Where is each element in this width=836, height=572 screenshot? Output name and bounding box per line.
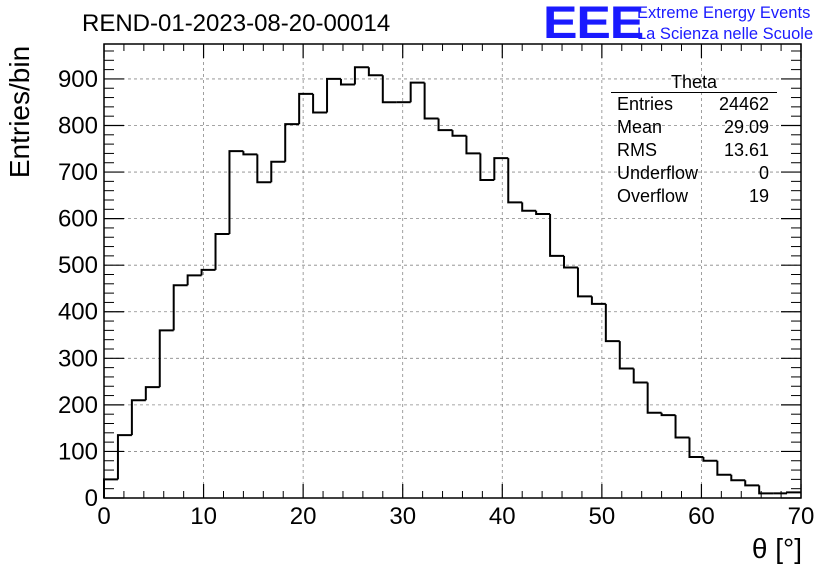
axis-ticks [103, 44, 802, 499]
histogram-bin [312, 93, 328, 114]
y-axis-label: Entries/bin [4, 45, 35, 179]
plot-frame [103, 43, 802, 499]
histogram-series [103, 66, 801, 498]
histogram-bin [702, 457, 718, 462]
histogram-bin [228, 150, 244, 234]
histogram-bin [144, 386, 160, 401]
histogram-bin [632, 368, 648, 384]
stats-row-entries: Entries 24462 [611, 93, 777, 116]
histogram-bin [339, 78, 355, 86]
x-tick-label: 40 [489, 503, 516, 530]
stats-row-underflow: Underflow 0 [611, 162, 777, 185]
stats-label: Entries [617, 94, 674, 114]
chart-title: REND-01-2023-08-20-00014 [82, 10, 391, 37]
histogram-bin [437, 118, 453, 132]
histogram-bin [284, 123, 300, 162]
stats-label: RMS [617, 140, 657, 160]
x-tick-label: 70 [788, 503, 815, 530]
histogram-bin [590, 296, 606, 305]
histogram-bin [716, 460, 732, 476]
histogram-bin [186, 274, 202, 286]
x-axis-label: θ [°] [751, 533, 802, 564]
histogram-bin [451, 130, 467, 137]
stats-value: 24462 [718, 94, 769, 114]
stats-row-mean: Mean 29.09 [611, 116, 777, 139]
histogram-bin [256, 154, 272, 184]
histogram-bin [381, 75, 397, 104]
histogram-bin [172, 284, 188, 331]
x-tick-label: 10 [190, 503, 217, 530]
histogram-bin [576, 267, 592, 298]
histogram-bin [423, 82, 439, 120]
histogram-bin [604, 303, 620, 343]
histogram-bin [744, 480, 760, 487]
stats-label: Overflow [617, 186, 689, 206]
histogram-bin [298, 92, 314, 125]
stats-row-rms: RMS 13.61 [611, 139, 777, 162]
histogram-bin [507, 158, 523, 204]
x-tick-label: 50 [589, 503, 616, 530]
y-tick-label: 900 [58, 66, 98, 93]
histogram-bin [326, 77, 341, 113]
x-tick-label: 60 [688, 503, 715, 530]
histogram-bin [270, 160, 286, 183]
stats-label: Underflow [617, 163, 699, 183]
y-tick-label: 700 [58, 159, 98, 186]
y-tick-label: 600 [58, 206, 98, 233]
stats-value: 0 [758, 163, 769, 183]
histogram-bin [409, 81, 425, 103]
histogram-bin [786, 491, 801, 494]
histogram-bin [479, 153, 495, 181]
histogram-bin [646, 382, 662, 414]
logo-caption-line1: Extreme Energy Events [637, 4, 811, 22]
stats-box: Theta Entries 24462 Mean 29.09 RMS 13.61… [611, 72, 777, 208]
histogram-bin [549, 213, 565, 257]
histogram-bin [660, 412, 676, 417]
histogram-bin [116, 434, 132, 480]
histogram-bin [200, 268, 216, 276]
y-tick-label: 200 [58, 392, 98, 419]
histogram-bin [214, 232, 230, 270]
histogram-bin [730, 474, 746, 482]
grid-lines [104, 44, 801, 498]
histogram-bin [521, 202, 537, 212]
y-tick-label: 100 [58, 438, 98, 465]
histogram-bin [493, 157, 509, 180]
x-tick-label: 20 [290, 503, 317, 530]
histogram-bin [563, 255, 578, 269]
y-tick-label: 500 [58, 252, 98, 279]
x-tick-label: 30 [389, 503, 416, 530]
stats-value: 13.61 [723, 140, 769, 160]
eee-logo: EEE [543, 0, 644, 48]
histogram-bin [353, 66, 369, 85]
y-tick-label: 0 [85, 485, 98, 512]
stats-row-overflow: Overflow 19 [611, 185, 777, 208]
histogram-bin [242, 151, 258, 156]
stats-title: Theta [611, 72, 777, 93]
histogram-bin [130, 399, 146, 436]
stats-value: 29.09 [723, 117, 769, 137]
histogram-bin [465, 135, 481, 155]
histogram-bin [535, 210, 551, 215]
histogram-bin [618, 341, 634, 370]
y-tick-label: 300 [58, 345, 98, 372]
x-tick-label: 0 [97, 503, 110, 530]
logo-caption-line2: La Scienza nelle Scuole [637, 25, 814, 43]
histogram-bin [367, 67, 383, 77]
tick-labels: 0 10 20 30 40 50 60 700100200300400500600700800… [58, 66, 814, 530]
histogram-bin [158, 329, 174, 388]
y-tick-label: 800 [58, 112, 98, 139]
stats-label: Mean [617, 117, 663, 137]
stats-value: 19 [748, 186, 769, 206]
histogram-bin [674, 415, 690, 439]
histogram-bin [758, 485, 774, 495]
y-tick-label: 400 [58, 299, 98, 326]
histogram-bin [688, 437, 704, 459]
